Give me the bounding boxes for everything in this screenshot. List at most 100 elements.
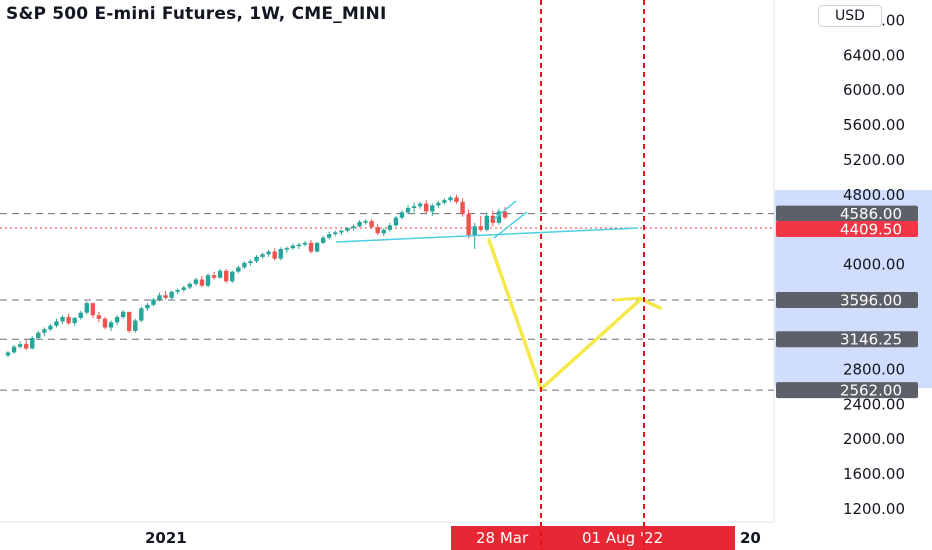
candle-body: [339, 230, 344, 233]
candle: [436, 201, 441, 208]
price-badge: 4586.00: [776, 205, 918, 223]
candle-body: [163, 295, 168, 298]
trendlines: [335, 200, 639, 243]
candle: [102, 317, 108, 330]
candle-body: [66, 317, 71, 324]
candle: [211, 271, 217, 280]
price-tick-label: 4000.00: [843, 256, 905, 274]
candle-body: [90, 303, 96, 316]
price-tick-label: 2000.00: [843, 430, 905, 448]
candle: [490, 210, 496, 227]
candle-body: [327, 234, 332, 238]
candle: [248, 259, 253, 266]
candle: [417, 201, 423, 209]
candle: [496, 208, 502, 225]
candle: [290, 243, 296, 250]
candle: [54, 318, 59, 328]
candle-body: [102, 318, 108, 328]
price-badge-text: 3596.00: [840, 291, 902, 309]
candle-body: [363, 221, 368, 223]
candle-body: [490, 215, 496, 223]
candle-body: [108, 322, 114, 328]
candle-body: [254, 256, 259, 262]
candle: [266, 249, 271, 257]
candle-body: [223, 270, 229, 282]
candle-body: [351, 226, 356, 229]
candle-body: [127, 311, 132, 332]
candle-body: [345, 228, 350, 231]
candle-body: [266, 251, 271, 255]
date-label-aug: 01 Aug '22: [582, 529, 663, 547]
price-badge-text: 3146.25: [840, 331, 902, 349]
candle: [72, 317, 77, 326]
candle: [399, 210, 405, 220]
candle: [484, 212, 490, 232]
candle: [42, 327, 47, 337]
candle: [187, 282, 193, 290]
candle-body: [242, 262, 247, 268]
price-badge: 4409.50: [776, 220, 918, 238]
candle-body: [236, 267, 241, 272]
candle: [108, 320, 114, 332]
price-tick-label: 2800.00: [843, 360, 905, 378]
candle: [5, 351, 11, 358]
x-tick-2021: 2021: [145, 529, 187, 547]
candle: [157, 292, 162, 302]
candle-body: [54, 321, 59, 326]
price-badge-bg: [776, 291, 918, 308]
candle-body: [23, 344, 29, 349]
price-badge-text: 4586.00: [840, 205, 902, 223]
candle-body: [308, 242, 314, 252]
candle: [339, 229, 344, 236]
candle-body: [5, 352, 11, 356]
candle: [90, 303, 96, 318]
candle-body: [139, 308, 144, 321]
wedge-trendline-lower: [493, 211, 528, 239]
candle: [242, 261, 247, 270]
price-tick-label: 5200.00: [843, 151, 905, 169]
candle: [302, 241, 308, 247]
candle-body: [424, 203, 429, 212]
candle-body: [211, 275, 217, 278]
candle-body: [30, 337, 35, 349]
candle: [48, 324, 53, 332]
candle-body: [472, 226, 477, 236]
price-tick-label: 4800.00: [843, 186, 905, 204]
x-tick-right: 20: [740, 529, 761, 547]
candle: [357, 220, 362, 228]
candle: [430, 203, 435, 216]
price-tick-label: 5600.00: [843, 116, 905, 134]
candle-body: [393, 217, 399, 226]
candle: [236, 265, 241, 274]
candle-body: [399, 212, 405, 218]
candle: [163, 290, 168, 300]
candle: [151, 297, 156, 307]
candle: [345, 227, 350, 233]
candle-body: [248, 261, 253, 263]
candle-body: [284, 248, 290, 250]
candle: [23, 339, 29, 351]
candle: [272, 248, 277, 261]
candle: [84, 301, 89, 315]
candle: [96, 311, 102, 323]
candle: [424, 200, 429, 214]
candle-body: [430, 205, 435, 212]
candle-body: [145, 304, 150, 309]
candle: [60, 315, 65, 325]
candle-body: [502, 211, 508, 218]
candle: [230, 270, 235, 284]
candle-body: [272, 251, 277, 259]
candle-body: [333, 232, 338, 235]
price-badge-text: 4409.50: [840, 220, 902, 238]
candle: [442, 198, 447, 205]
candle: [393, 215, 399, 227]
projection-path: [487, 238, 662, 391]
candle: [387, 222, 393, 232]
price-tick-label: 1600.00: [843, 465, 905, 483]
candle: [254, 255, 259, 263]
date-label-mar: 28 Mar: [476, 529, 529, 547]
currency-button[interactable]: USD: [818, 5, 882, 27]
candle-body: [36, 332, 41, 338]
candle-body: [260, 254, 265, 257]
